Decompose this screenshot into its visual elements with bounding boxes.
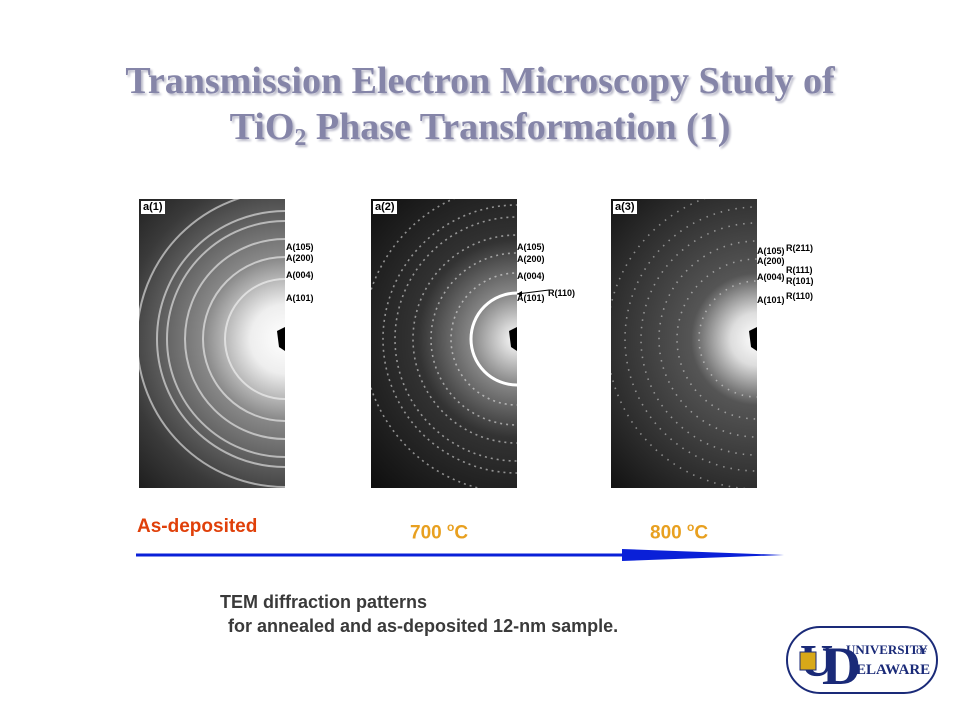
svg-text:D: D (822, 636, 861, 694)
panel-1-label-a105: A(105) (286, 242, 314, 252)
panel-1-tag: a(1) (141, 201, 165, 214)
caption-line-2: for annealed and as-deposited 12-nm samp… (228, 616, 619, 636)
slide-title: Transmission Electron Microscopy Study o… (0, 58, 960, 161)
condition-800c: 800 oC (650, 520, 709, 544)
diffraction-pattern-1-image (139, 199, 285, 488)
temperature-arrow (136, 549, 784, 561)
panel-2-label-a200: A(200) (517, 254, 545, 264)
diffraction-panel-1: a(1) (139, 199, 285, 488)
panel-3-label-a200: A(200) (757, 256, 785, 266)
diffraction-panel-3: a(3) (611, 199, 757, 488)
panel-3-label-r111: R(111) (786, 265, 813, 275)
panel-3-label-a101: A(101) (757, 295, 785, 305)
condition-as-deposited: As-deposited (137, 516, 258, 537)
panel-1-label-a200: A(200) (286, 253, 314, 263)
condition-700c: 700 oC (410, 520, 469, 544)
panel-3-label-r211: R(211) (786, 243, 814, 253)
panel-2-label-a004: A(004) (517, 271, 545, 281)
panel-2-label-r110: R(110) (548, 288, 576, 298)
panel-3-tag: a(3) (613, 201, 637, 214)
svg-text:OF: OF (916, 647, 927, 656)
panel-2-label-a105: A(105) (517, 242, 545, 252)
panel-3-label-r101: R(101) (786, 276, 814, 286)
university-of-delaware-logo: U D UNIVERSITY OF ELAWARE (786, 626, 938, 694)
panel-3-label-a105: A(105) (757, 246, 785, 256)
title-line-2: TiO2 Phase Transformation (1) (229, 106, 731, 151)
panel-1-label-a101: A(101) (286, 293, 314, 303)
panel-1-label-a004: A(004) (286, 270, 314, 280)
panel-3-label-r110: R(110) (786, 291, 814, 301)
caption-line-1: TEM diffraction patterns (220, 592, 428, 612)
title-line-1: Transmission Electron Microscopy Study o… (125, 60, 835, 102)
panel-2-r110-pointer (516, 289, 550, 296)
svg-text:UNIVERSITY: UNIVERSITY (846, 642, 928, 657)
figure-caption: TEM diffraction patterns for annealed an… (220, 590, 618, 638)
diffraction-pattern-2-image (371, 199, 517, 488)
panel-3-label-a004: A(004) (757, 272, 785, 282)
panel-2-label-a101: A(101) (517, 293, 545, 303)
svg-text:ELAWARE: ELAWARE (856, 662, 930, 678)
diffraction-pattern-3-image (611, 199, 757, 488)
diffraction-panel-2: a(2) (371, 199, 517, 488)
panel-2-tag: a(2) (373, 201, 397, 214)
